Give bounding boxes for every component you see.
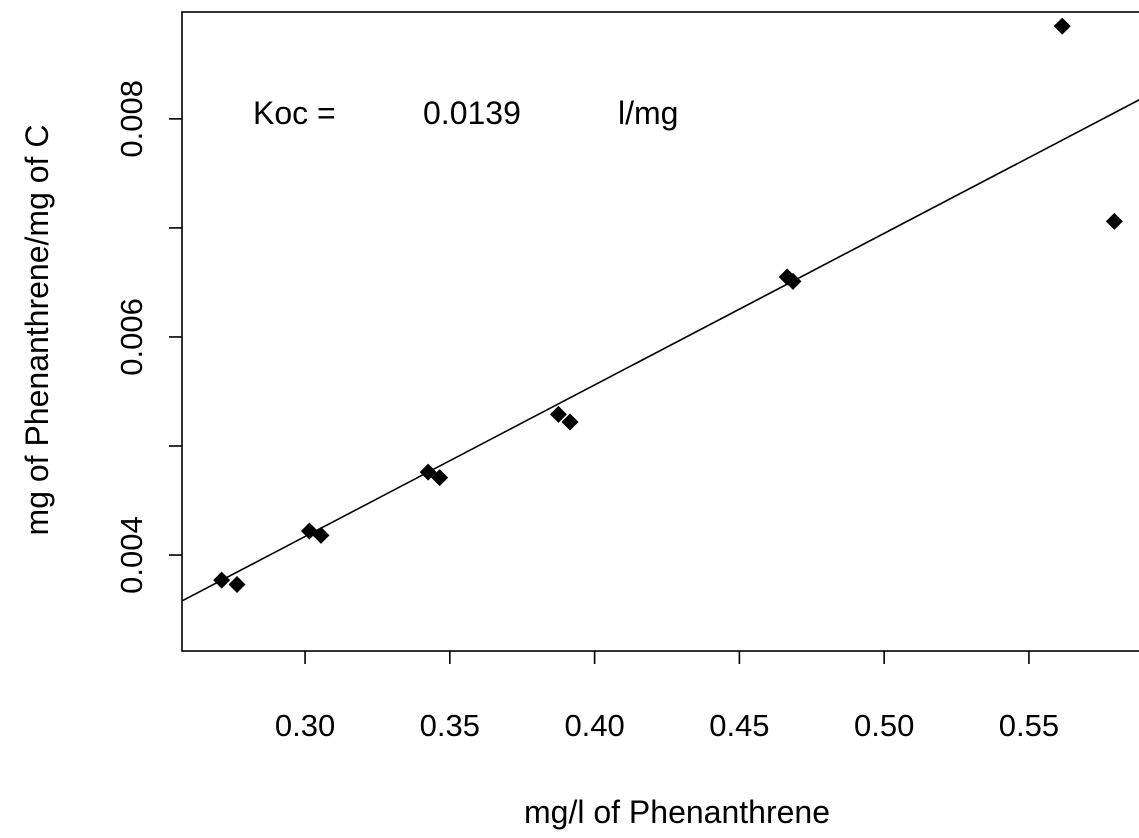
x-tick-label: 0.35 <box>420 708 480 743</box>
x-tick-label: 0.50 <box>854 708 914 743</box>
data-point <box>1053 17 1071 35</box>
data-point <box>1105 212 1123 230</box>
data-point <box>213 571 231 589</box>
koc-unit: l/mg <box>618 95 678 131</box>
y-tick-label: 0.006 <box>114 298 149 376</box>
x-axis: 0.30 0.35 0.40 0.45 0.50 0.55 <box>275 651 1059 743</box>
koc-label: Koc = <box>253 95 336 131</box>
fit-line <box>181 99 1139 602</box>
koc-value: 0.0139 <box>423 95 521 131</box>
data-point <box>431 469 449 487</box>
data-point <box>312 526 330 544</box>
data-point <box>549 405 567 423</box>
x-tick-label: 0.40 <box>564 708 624 743</box>
data-point <box>228 575 246 593</box>
data-point <box>419 463 437 481</box>
x-axis-label: mg/l of Phenanthrene <box>524 794 830 830</box>
x-tick-label: 0.55 <box>999 708 1059 743</box>
y-axis-label: mg of Phenanthrene/mg of C <box>19 125 55 536</box>
y-tick-label: 0.004 <box>114 516 149 594</box>
plot-frame <box>181 11 1139 652</box>
y-tick-label: 0.008 <box>114 80 149 158</box>
x-tick-label: 0.30 <box>275 708 335 743</box>
y-axis: 0.004 0.006 0.008 <box>114 80 182 594</box>
x-tick-label: 0.45 <box>709 708 769 743</box>
data-point <box>784 272 802 290</box>
data-points <box>213 17 1123 593</box>
data-point <box>561 413 579 431</box>
